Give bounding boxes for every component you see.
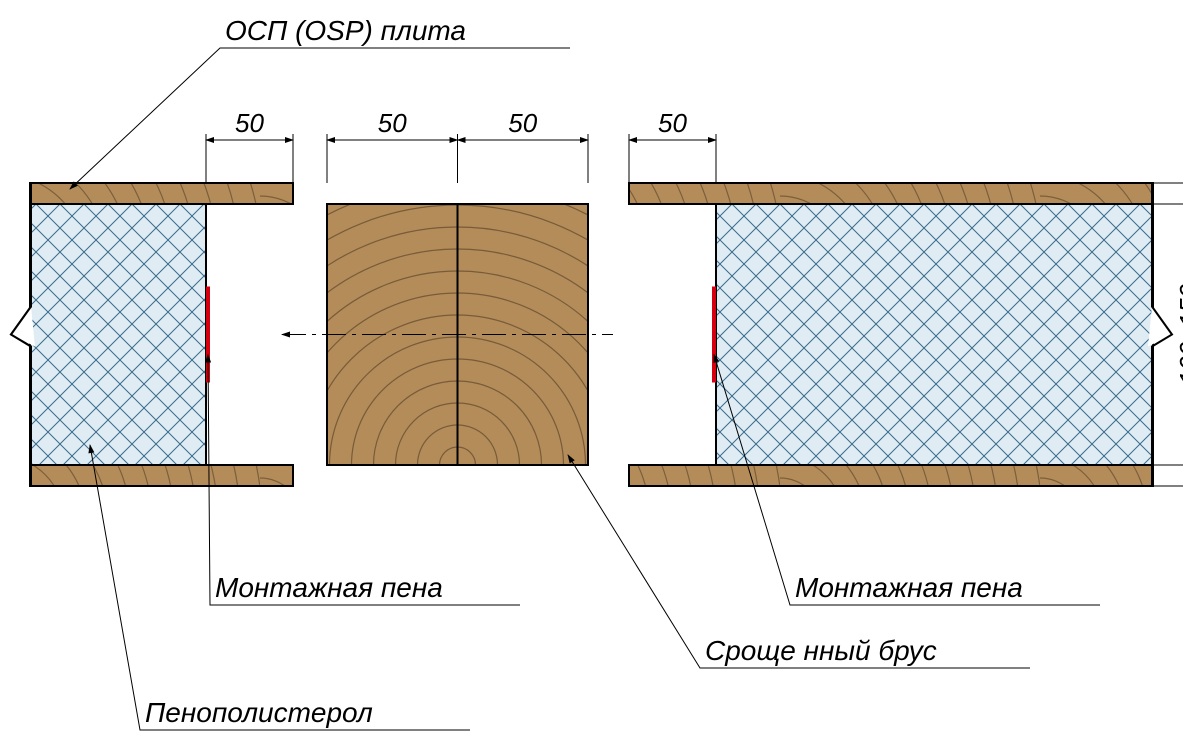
dim-50: 50: [235, 108, 264, 138]
dim-50: 50: [508, 108, 537, 138]
osb-top-left: [30, 183, 293, 204]
osb-bottom-left: [30, 465, 293, 486]
dim-core: 100, 150: [1174, 283, 1183, 385]
label-eps: Пенополистерол: [145, 697, 373, 728]
eps-right: [716, 204, 1153, 465]
label-osb-leader: [70, 48, 570, 189]
osb-bottom-right: [629, 465, 1153, 486]
label-foam-right: Монтажная пена: [795, 572, 1023, 603]
osb-top-right: [629, 183, 1153, 204]
label-foam-left: Монтажная пена: [215, 572, 443, 603]
dim-50: 50: [658, 108, 687, 138]
dim-50: 50: [378, 108, 407, 138]
label-osb: ОСП (OSP) плита: [225, 15, 466, 46]
label-beam: Сроще нный брус: [705, 635, 937, 666]
eps-left: [30, 204, 206, 465]
